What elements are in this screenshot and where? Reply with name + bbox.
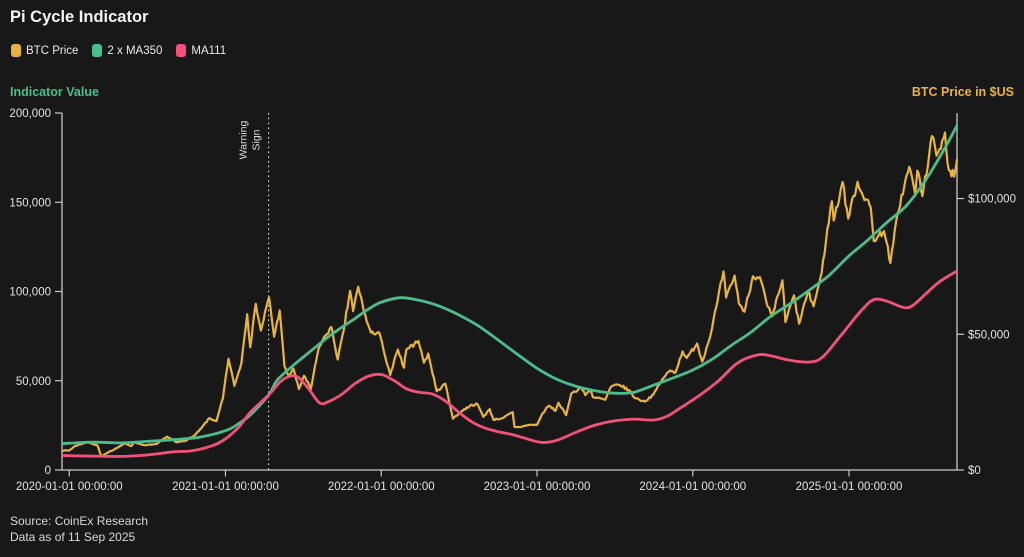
legend-label: 2 x MA350	[107, 44, 163, 57]
legend-swatch-icon	[11, 44, 21, 57]
right-axis-tick-label: $100,000	[968, 194, 1016, 206]
left-axis-tick-label: 150,000	[9, 197, 51, 209]
warning-sign-label: Sign	[251, 129, 263, 150]
chart-legend: BTC Price 2 x MA350 MA111	[11, 44, 226, 57]
series-line-btc-price	[62, 131, 958, 458]
x-axis-tick-label: 2020-01-01 00:00:00	[16, 481, 123, 493]
x-axis-tick-label: 2025-01-01 00:00:00	[796, 481, 903, 493]
legend-label: MA111	[191, 44, 227, 57]
legend-item-1: 2 x MA350	[92, 44, 162, 57]
legend-item-2: MA111	[176, 44, 226, 57]
left-axis-tick-label: 0	[45, 465, 51, 477]
chart-source: Source: CoinEx Research	[10, 514, 149, 528]
series-line-ma111	[62, 269, 958, 458]
left-axis-title: Indicator Value	[10, 85, 99, 99]
x-axis-tick-label: 2022-01-01 00:00:00	[328, 481, 435, 493]
series-line-2-x-ma350	[62, 124, 958, 445]
left-axis-tick-label: 50,000	[16, 376, 51, 388]
right-axis-tick-label: $50,000	[968, 329, 1010, 341]
legend-label: BTC Price	[26, 44, 79, 57]
warning-sign-label: Warning	[238, 120, 250, 159]
chart-asof: Data as of 11 Sep 2025	[10, 530, 136, 544]
left-axis-tick-label: 200,000	[9, 108, 51, 120]
x-axis-tick-label: 2024-01-01 00:00:00	[639, 481, 746, 493]
series-group	[62, 124, 958, 458]
right-axis-title: BTC Price in $US	[911, 85, 1014, 99]
legend-swatch-icon	[92, 44, 103, 57]
left-axis-tick-label: 100,000	[9, 287, 51, 299]
legend-swatch-icon	[176, 44, 187, 57]
chart-footer: Source: CoinEx Research Data as of 11 Se…	[10, 513, 148, 545]
x-axis-tick-label: 2021-01-01 00:00:00	[172, 481, 279, 493]
axes: 200,000 150,000 100,000 50,000 0 $100,000 $50,…	[9, 108, 1016, 493]
legend-item-0: BTC Price	[11, 44, 78, 57]
warning-annotation: Warning Sign	[238, 113, 270, 470]
x-axis-tick-label: 2023-01-01 00:00:00	[484, 481, 591, 493]
page-title: Pi Cycle Indicator	[10, 8, 149, 26]
right-axis-tick-label: $0	[968, 465, 981, 477]
